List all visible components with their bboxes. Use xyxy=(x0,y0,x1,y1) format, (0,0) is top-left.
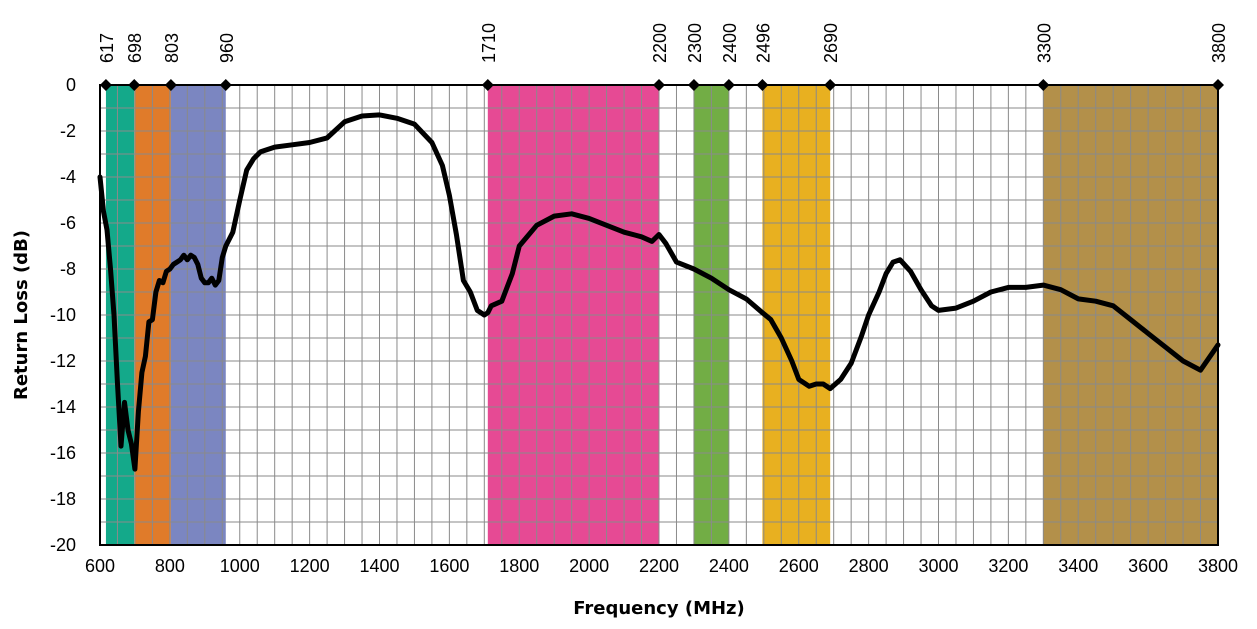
x-tick-label-5: 1600 xyxy=(429,556,469,576)
x-tick-label-9: 2400 xyxy=(709,556,749,576)
y-tick-label-1: -2 xyxy=(60,121,76,141)
x-tick-label-13: 3200 xyxy=(988,556,1028,576)
y-tick-label-2: -4 xyxy=(60,167,76,187)
band-marker-5 xyxy=(653,79,665,91)
x-tick-label-11: 2800 xyxy=(849,556,889,576)
x-tick-label-10: 2600 xyxy=(779,556,819,576)
y-tick-label-7: -14 xyxy=(50,397,76,417)
y-axis-tick-labels: 0 -2 -4 -6 -8 -10 -12 -14 -16 -18 -20 xyxy=(50,75,76,555)
band-marker-label-8: 2496 xyxy=(753,23,773,63)
band-marker-label-10: 3300 xyxy=(1034,23,1054,63)
series-layer xyxy=(97,112,1221,472)
y-tick-label-5: -10 xyxy=(50,305,76,325)
x-tick-label-1: 800 xyxy=(155,556,185,576)
band-marker-labels: 617 698 803 960 1710 2200 2300 2400 2496 2690 3300… xyxy=(97,23,1229,63)
x-tick-label-2: 1000 xyxy=(220,556,260,576)
x-axis-tick-labels: 600 800 1000 1200 1400 1600 1800 2000 2200 2400 26… xyxy=(85,556,1238,576)
band-marker-label-0: 617 xyxy=(97,33,117,63)
x-tick-label-3: 1200 xyxy=(290,556,330,576)
band-marker-label-9: 2690 xyxy=(821,23,841,63)
x-tick-label-8: 2200 xyxy=(639,556,679,576)
y-tick-label-9: -18 xyxy=(50,489,76,509)
y-tick-label-10: -20 xyxy=(50,535,76,555)
x-tick-label-15: 3600 xyxy=(1128,556,1168,576)
band-marker-2 xyxy=(164,79,177,91)
band-marker-11 xyxy=(1212,79,1224,91)
band-marker-1 xyxy=(128,79,141,91)
band-marker-7 xyxy=(722,79,735,91)
y-tick-label-3: -6 xyxy=(60,213,76,233)
band-markers xyxy=(99,79,1224,91)
band-marker-6 xyxy=(687,79,700,91)
band-marker-label-7: 2400 xyxy=(720,23,740,63)
band-marker-9 xyxy=(824,79,837,91)
y-tick-label-6: -12 xyxy=(50,351,76,371)
series-line-0 xyxy=(97,112,1221,472)
y-tick-label-4: -8 xyxy=(60,259,76,279)
band-marker-label-6: 2300 xyxy=(685,23,705,63)
x-tick-label-7: 2000 xyxy=(569,556,609,576)
x-tick-label-12: 3000 xyxy=(918,556,958,576)
x-tick-label-6: 1800 xyxy=(499,556,539,576)
band-marker-label-4: 1710 xyxy=(479,23,499,63)
band-marker-label-3: 960 xyxy=(217,33,237,63)
band-marker-10 xyxy=(1037,79,1050,91)
x-axis-title: Frequency (MHz) xyxy=(573,598,745,619)
x-tick-label-16: 3800 xyxy=(1198,556,1238,576)
band-marker-8 xyxy=(756,79,769,91)
gridlines xyxy=(100,85,1218,545)
band-marker-3 xyxy=(219,79,232,91)
y-axis-title: Return Loss (dB) xyxy=(11,230,32,400)
x-tick-label-14: 3400 xyxy=(1058,556,1098,576)
x-tick-label-0: 600 xyxy=(85,556,115,576)
band-marker-label-2: 803 xyxy=(162,33,182,63)
x-tick-label-4: 1400 xyxy=(359,556,399,576)
band-marker-4 xyxy=(481,79,494,91)
y-tick-label-8: -16 xyxy=(50,443,76,463)
band-marker-label-5: 2200 xyxy=(650,23,670,63)
band-marker-label-11: 3800 xyxy=(1209,23,1229,63)
y-tick-label-0: 0 xyxy=(66,75,76,95)
band-marker-label-1: 698 xyxy=(125,33,145,63)
band-marker-0 xyxy=(99,79,112,91)
